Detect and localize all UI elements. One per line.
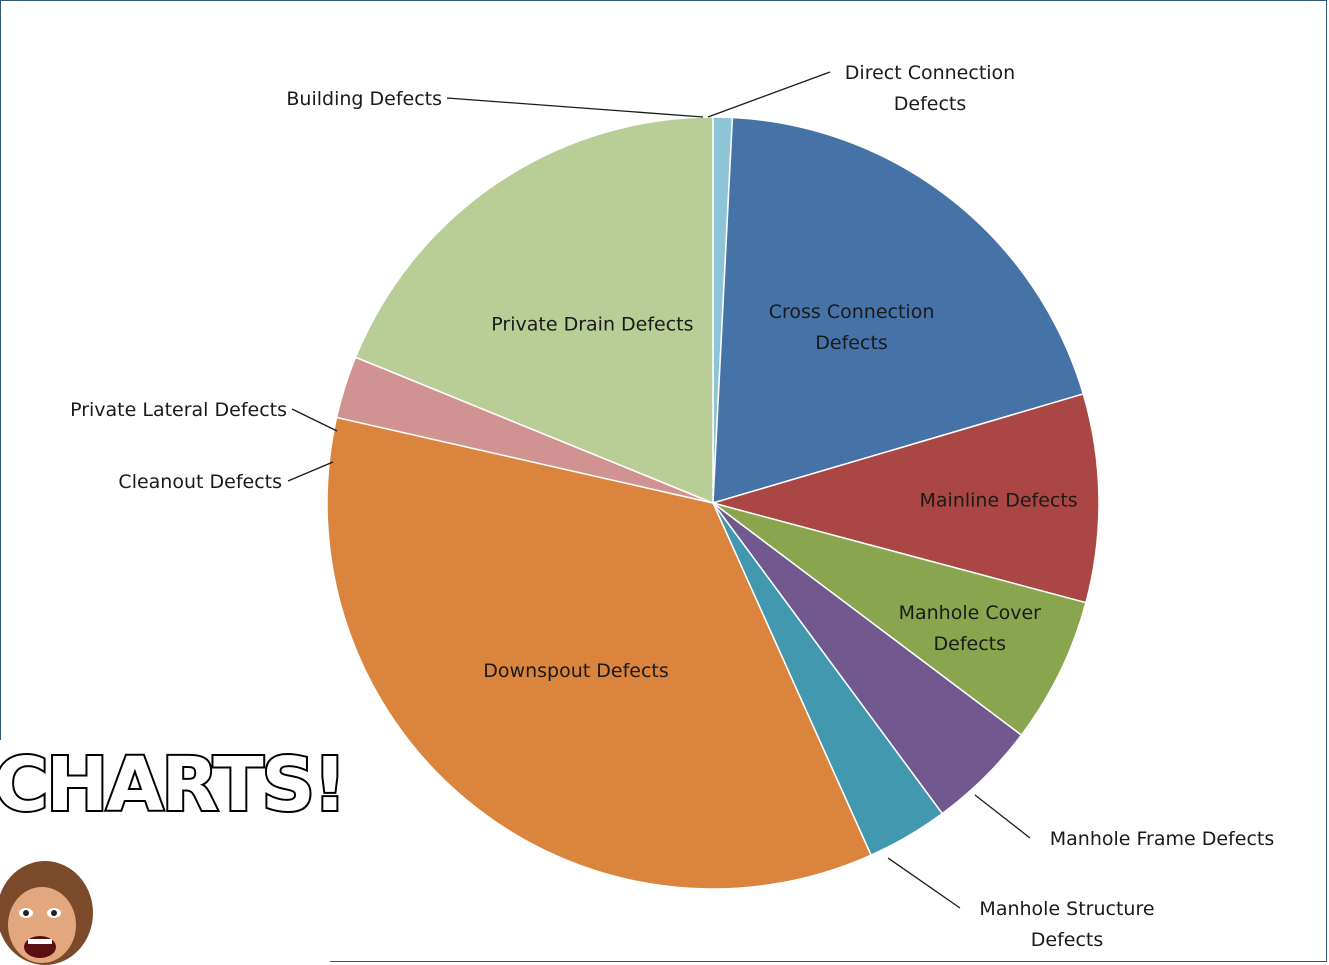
slice-label-manhole-frame-defects: Manhole Frame Defects bbox=[1050, 828, 1274, 850]
leader-line-manhole-structure-defects bbox=[888, 858, 960, 908]
leader-line-building-defects bbox=[447, 98, 703, 117]
leader-line-direct-connection-defects bbox=[708, 72, 830, 117]
screaming-face-image bbox=[0, 855, 110, 965]
slice-label-manhole-structure-defects: Manhole Structure Defects bbox=[979, 898, 1154, 951]
slice-label-downspout-defects: Downspout Defects bbox=[483, 660, 668, 682]
slice-label-building-defects: Building Defects bbox=[286, 88, 442, 110]
slice-label-direct-connection-defects: Direct Connection Defects bbox=[845, 62, 1015, 115]
slice-label-private-lateral-defects: Private Lateral Defects bbox=[70, 399, 287, 421]
slice-label-private-drain-defects: Private Drain Defects bbox=[491, 314, 693, 336]
slice-label-cleanout-defects: Cleanout Defects bbox=[118, 471, 282, 493]
meme-overlay: CHARTS! bbox=[0, 740, 330, 964]
leader-line-cleanout-defects bbox=[288, 462, 333, 481]
leader-line-manhole-frame-defects bbox=[975, 795, 1030, 838]
leader-line-private-lateral-defects bbox=[292, 409, 337, 431]
meme-caption: CHARTS! bbox=[0, 748, 345, 822]
slice-label-mainline-defects: Mainline Defects bbox=[920, 489, 1078, 511]
